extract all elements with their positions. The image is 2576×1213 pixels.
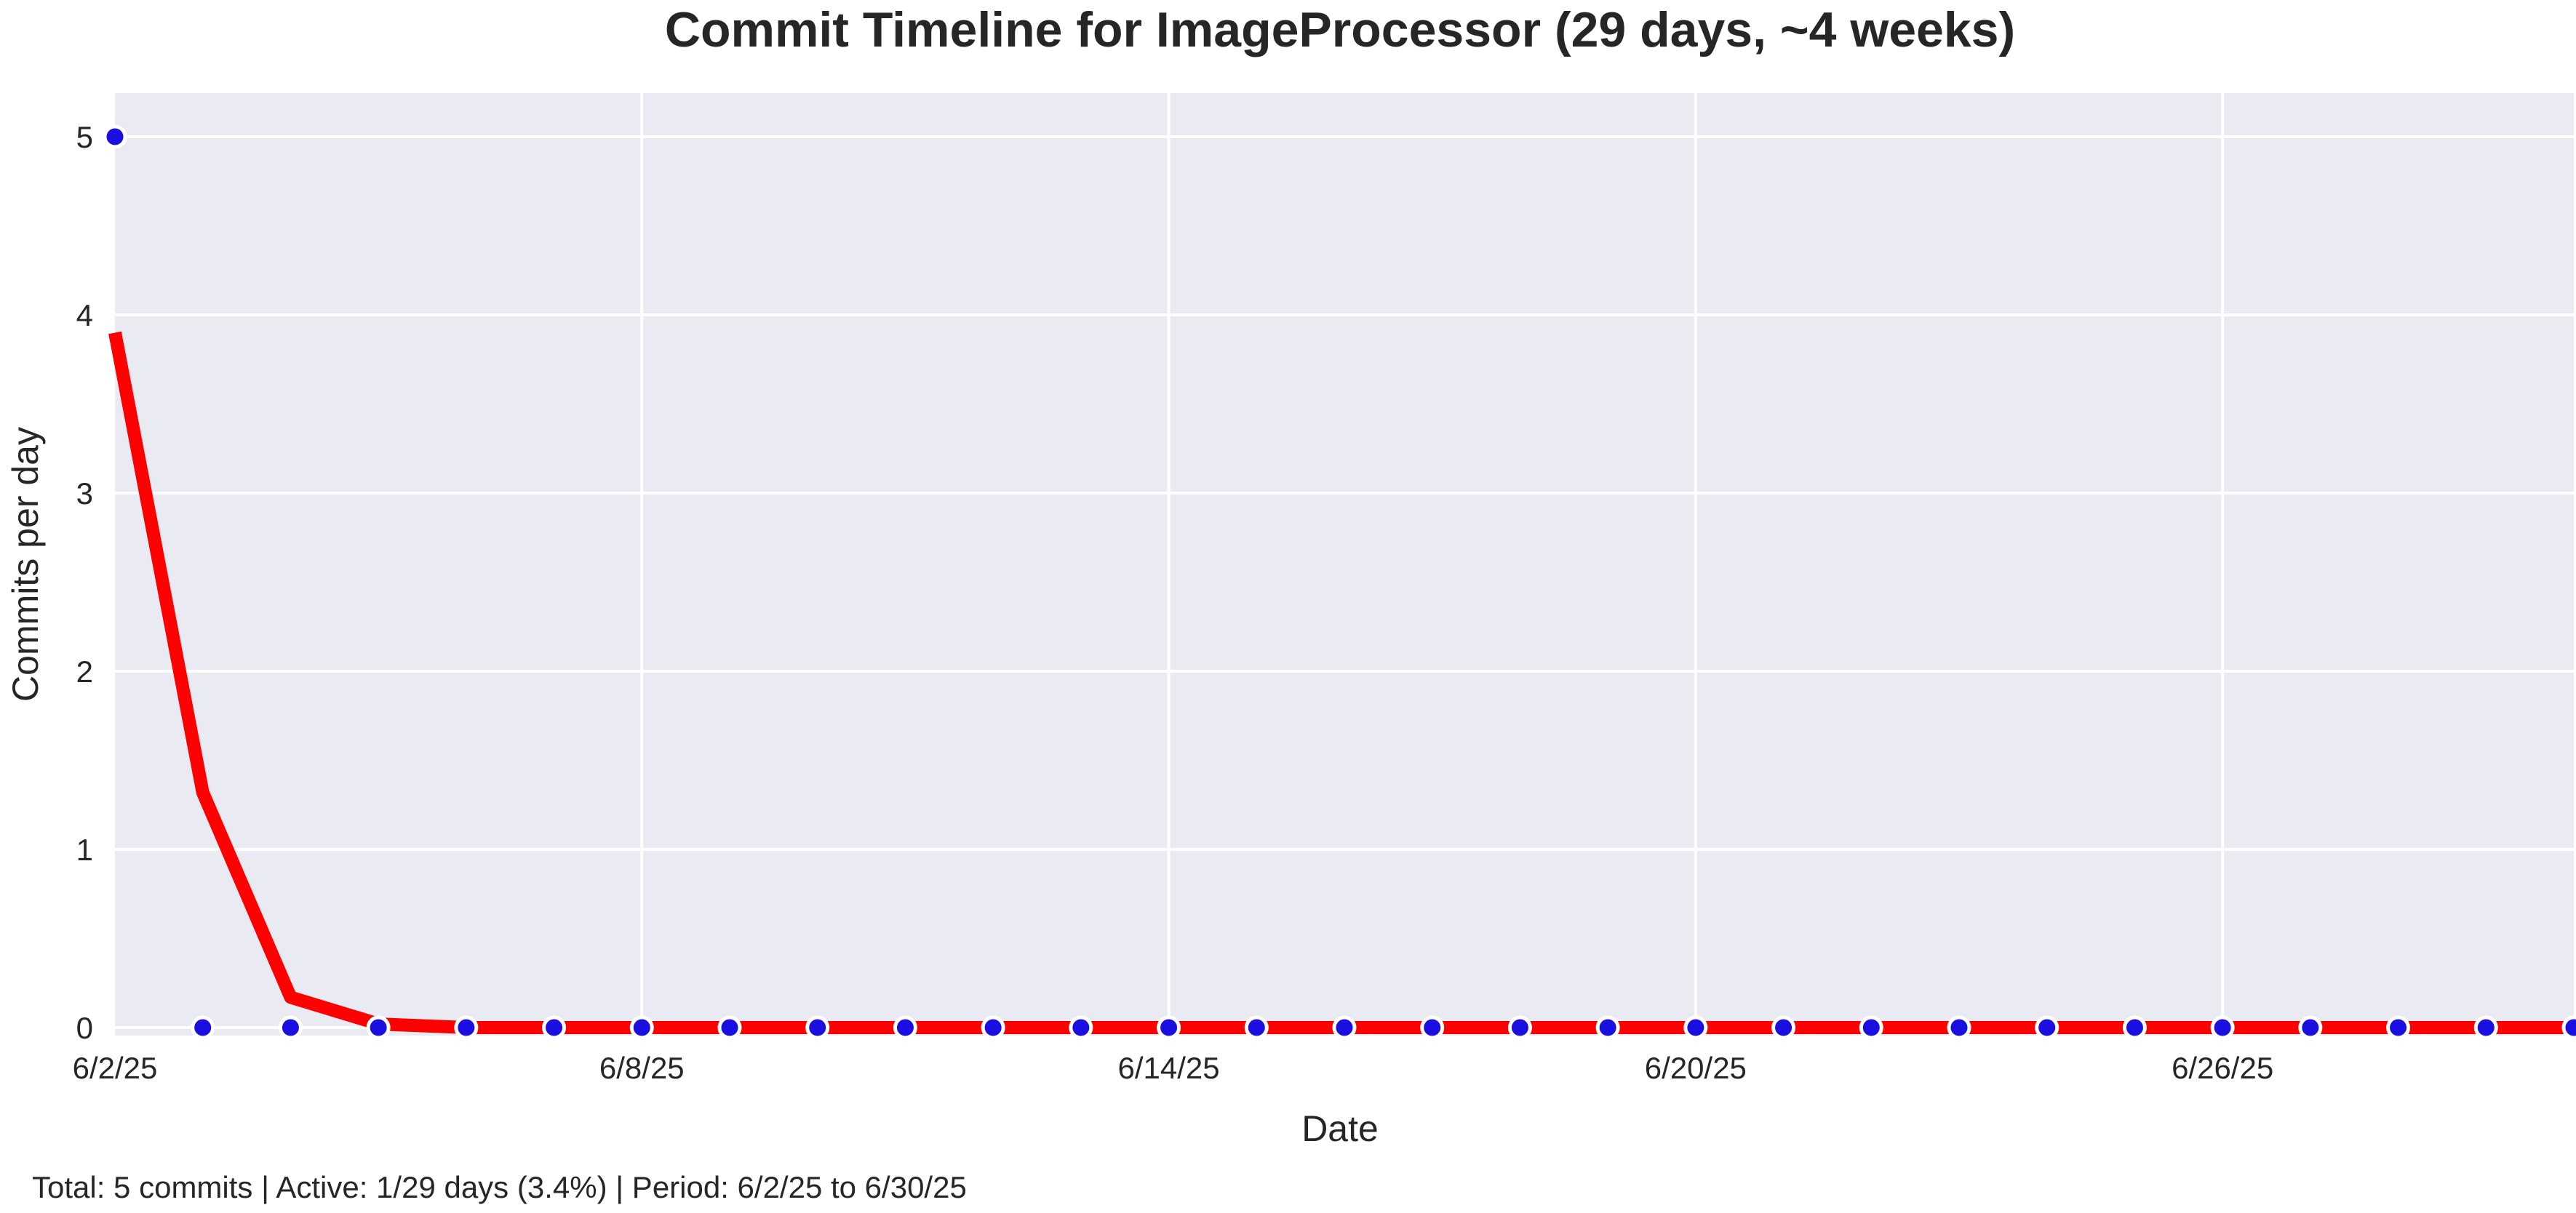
y-tick-label: 5: [76, 120, 93, 154]
commit-point: [366, 1015, 391, 1040]
commit-point: [2298, 1015, 2323, 1040]
commit-point: [1157, 1015, 1181, 1040]
commit-point: [278, 1015, 303, 1040]
commit-point: [542, 1015, 567, 1040]
commit-point: [191, 1015, 215, 1040]
commit-point: [629, 1015, 654, 1040]
commit-point: [2561, 1015, 2576, 1040]
commit-point: [1420, 1015, 1445, 1040]
commit-point: [103, 124, 127, 149]
commit-point: [2122, 1015, 2147, 1040]
commit-point: [2035, 1015, 2059, 1040]
y-tick-label: 3: [76, 476, 93, 511]
y-tick-label: 1: [76, 833, 93, 867]
commit-point: [981, 1015, 1005, 1040]
commit-point: [1595, 1015, 1620, 1040]
commit-point: [2473, 1015, 2498, 1040]
commit-point: [717, 1015, 742, 1040]
commit-point: [2210, 1015, 2235, 1040]
y-tick-label: 0: [76, 1011, 93, 1045]
x-axis-label: Date: [1301, 1108, 1379, 1149]
x-tick-label: 6/2/25: [73, 1051, 158, 1085]
commit-point: [1683, 1015, 1708, 1040]
y-tick-label: 4: [76, 298, 93, 332]
x-axis-ticks: 6/2/25 6/8/25 6/14/25 6/20/25 6/26/25: [73, 1051, 2274, 1085]
commit-point: [1244, 1015, 1269, 1040]
commit-point: [1069, 1015, 1093, 1040]
y-tick-label: 2: [76, 654, 93, 689]
x-tick-label: 6/14/25: [1118, 1051, 1220, 1085]
commit-point: [1947, 1015, 1971, 1040]
chart-title: Commit Timeline for ImageProcessor (29 d…: [665, 2, 2015, 57]
commit-point: [893, 1015, 917, 1040]
x-tick-label: 6/26/25: [2172, 1051, 2273, 1085]
y-axis-ticks: 0 1 2 3 4 5: [76, 120, 93, 1045]
summary-footer: Total: 5 commits | Active: 1/29 days (3.…: [32, 1170, 967, 1204]
commit-point: [1771, 1015, 1796, 1040]
commit-points-series: [103, 124, 2576, 1040]
commit-point: [454, 1015, 479, 1040]
y-axis-label: Commits per day: [5, 427, 46, 702]
commit-point: [1859, 1015, 1883, 1040]
x-tick-label: 6/8/25: [599, 1051, 685, 1085]
commit-point: [1332, 1015, 1357, 1040]
commit-point: [805, 1015, 830, 1040]
plot-area: [115, 93, 2574, 1036]
commit-point: [1507, 1015, 1532, 1040]
x-tick-label: 6/20/25: [1645, 1051, 1747, 1085]
commit-point: [2386, 1015, 2411, 1040]
